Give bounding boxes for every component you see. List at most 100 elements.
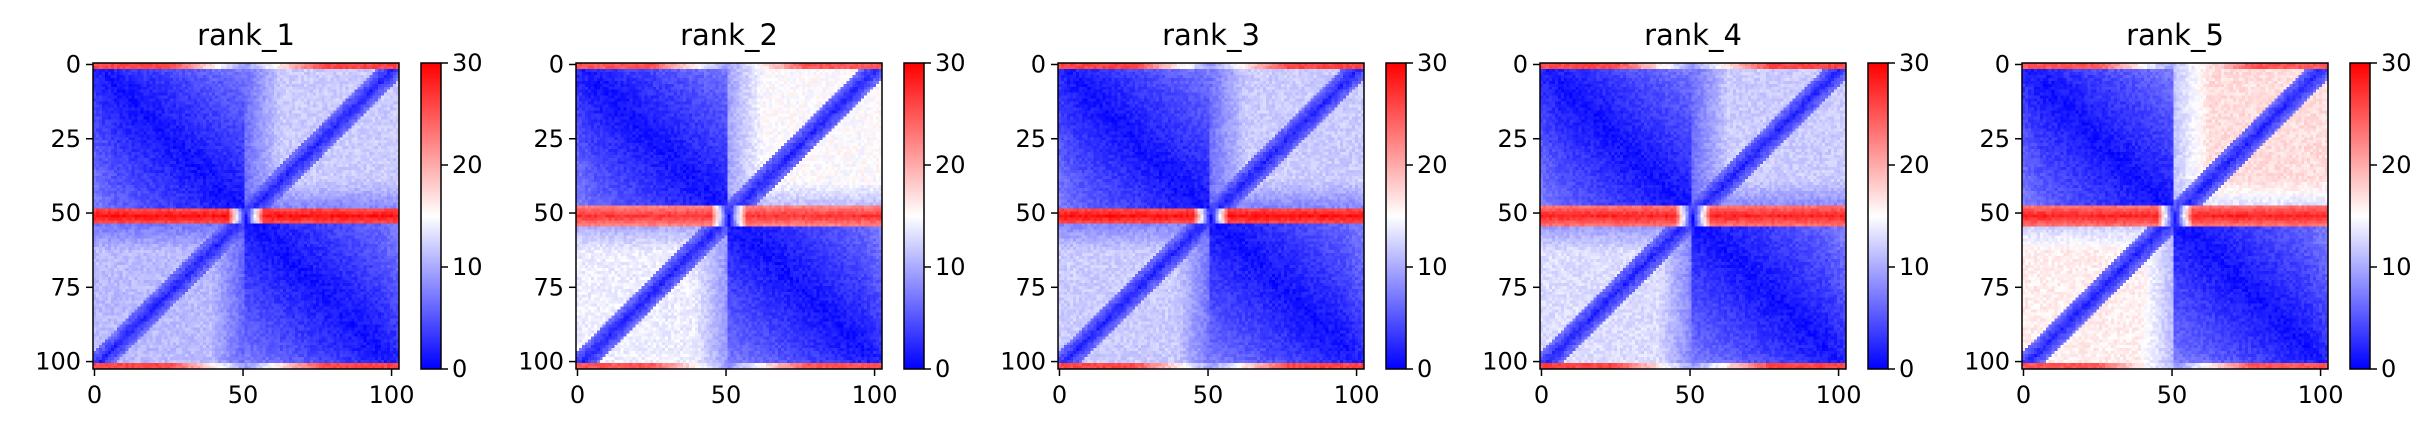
heatmap-cell [194,101,198,106]
heatmap-cell [384,95,388,100]
heatmap-cell [122,65,127,70]
heatmap-cell [387,63,391,67]
heatmap-cell [339,63,344,67]
heatmap-cell [351,89,356,94]
heatmap-cell [152,86,156,91]
heatmap-cell [238,68,243,73]
heatmap-cell [321,68,326,73]
heatmap-cell [205,71,210,76]
heatmap-cell [232,104,237,109]
heatmap-cell [241,95,246,100]
heatmap-cell [149,104,154,109]
heatmap-cell [393,101,397,106]
heatmap-cell [342,74,347,79]
heatmap-cell [140,98,145,103]
heatmap-cell [351,101,356,106]
heatmap-cell [384,63,388,67]
heatmap-cell [164,92,168,97]
heatmap-cell [101,104,106,109]
heatmap-cell [315,80,320,85]
heatmap-cell [152,80,156,85]
heatmap-cell [134,71,139,76]
heatmap-cell [214,77,219,82]
heatmap-cell [357,80,361,85]
heatmap-cell [378,77,382,82]
heatmap-cell [306,74,311,79]
heatmap-cell [342,92,347,97]
heatmap-cell [345,104,350,109]
heatmap-cell [277,68,281,73]
heatmap-cell [306,63,311,67]
heatmap-cell [247,98,252,103]
heatmap-cell [378,101,382,106]
heatmap-cell [164,77,168,82]
heatmap-cell [208,65,213,70]
heatmap-cell [235,101,240,106]
heatmap-cell [232,83,237,88]
heatmap-cell [161,71,165,76]
heatmap-cell [188,104,192,109]
heatmap-cell [321,77,326,82]
heatmap-cell [173,80,177,85]
heatmap-cell [280,71,284,76]
heatmap-cell [283,77,287,82]
heatmap-cell [265,74,269,79]
heatmap-cell [393,63,397,67]
heatmap-cell [336,89,341,94]
heatmap-cell [280,77,284,82]
heatmap-cell [306,77,311,82]
heatmap-cell [208,80,213,85]
heatmap-cell [128,65,133,70]
heatmap-cell [274,92,278,97]
heatmap-cell [253,86,257,91]
heatmap-cell [188,77,192,82]
heatmap-cell [161,65,165,70]
heatmap-cell [226,95,231,100]
heatmap-cell [387,95,391,100]
heatmap-cell [104,101,109,106]
heatmap-cell [318,74,323,79]
heatmap-cell [128,98,133,103]
heatmap-cell [375,89,379,94]
heatmap-cell [345,80,350,85]
heatmap-cell [357,98,361,103]
heatmap-cell [300,80,305,85]
heatmap-cell [205,86,210,91]
heatmap-cell [345,68,350,73]
heatmap-cell [309,68,314,73]
heatmap-cell [131,83,136,88]
heatmap-cell [375,95,379,100]
heatmap-cell [393,71,397,76]
heatmap-cell [283,104,287,109]
heatmap-cell [262,89,266,94]
heatmap-cell [321,89,326,94]
heatmap-cell [125,65,130,70]
heatmap-cell [292,65,296,70]
heatmap-cell [170,68,174,73]
heatmap-cell [271,104,275,109]
heatmap-cell [122,89,127,94]
heatmap-cell [179,83,183,88]
heatmap-cell [232,101,237,106]
heatmap-cell [378,95,382,100]
heatmap-cell [271,86,275,91]
heatmap-cell [357,86,361,91]
heatmap-cell [217,68,222,73]
heatmap-cell [378,92,382,97]
heatmap-cell [297,74,302,79]
heatmap-cell [369,65,373,70]
heatmap-cell [158,71,162,76]
heatmap-cell [351,68,356,73]
heatmap-cell [182,65,186,70]
heatmap-cell [152,107,156,112]
heatmap-cell [342,80,347,85]
heatmap-cell [152,92,156,97]
heatmap-cell [283,68,287,73]
heatmap-cell [369,92,373,97]
heatmap-cell [202,65,207,70]
heatmap-cell [357,83,361,88]
heatmap-cell [116,71,121,76]
heatmap-cell [324,98,329,103]
heatmap-cell [211,65,216,70]
